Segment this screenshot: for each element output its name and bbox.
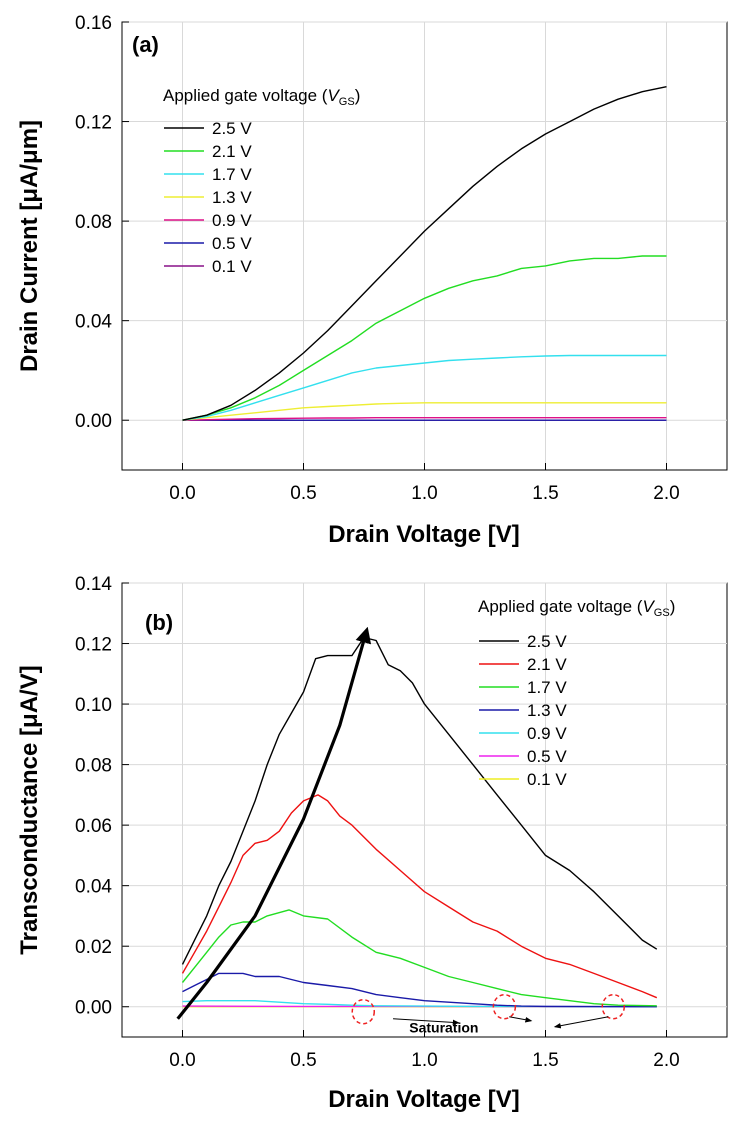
panel-label-b: (b): [145, 610, 173, 635]
y-tick-label-b: 0.08: [75, 756, 112, 777]
legend-a: Applied gate voltage (VGS) 2.5 V 2.1 V 1.7…: [163, 86, 360, 276]
legend-title-a: Applied gate voltage (VGS): [163, 86, 360, 108]
series-line-21V-a: [182, 255, 667, 421]
series-line-25V-a: [182, 86, 667, 421]
series-line-09V-a: [182, 417, 667, 421]
x-tick-label-b: 0.0: [169, 1050, 195, 1071]
x-tick-label-b: 1.0: [411, 1050, 437, 1071]
legend-label-a: 2.1 V: [212, 142, 252, 161]
y-axis-label-a: Drain Current [μA/μm]: [16, 120, 43, 372]
x-axis-label-a: Drain Voltage [V]: [328, 521, 520, 548]
grid-b: [122, 582, 727, 1037]
x-tick-label-a: 0.0: [169, 483, 195, 504]
y-tick-label-b: 0.14: [75, 574, 112, 595]
legend-label-b: 0.5 V: [527, 747, 567, 766]
saturation-pointer: [509, 1016, 533, 1023]
ticks-a: 0.0 0.5 1.0 1.5 2.0 0.00 0.04 0.08 0.12 0.16: [75, 13, 680, 504]
legend-label-a: 1.3 V: [212, 188, 252, 207]
x-tick-label-a: 1.0: [411, 483, 437, 504]
ticks-b: 0.0 0.5 1.0 1.5 2.0 0.00 0.02 0.04 0.06 0.08 0.10 0…: [75, 574, 680, 1071]
y-tick-label-b: 0.02: [75, 937, 112, 958]
series-line-13V-b: [182, 972, 657, 1008]
y-tick-label-b: 0.06: [75, 816, 112, 837]
saturation-pointer: [553, 1016, 609, 1029]
legend-title-b: Applied gate voltage (VGS): [478, 597, 675, 619]
legend-label-b: 2.1 V: [527, 655, 567, 674]
x-tick-label-a: 0.5: [290, 483, 316, 504]
y-tick-label-b: 0.12: [75, 635, 112, 656]
legend-label-a: 0.5 V: [212, 234, 252, 253]
saturation-pointer: [393, 1018, 460, 1026]
x-tick-label-b: 2.0: [653, 1050, 679, 1071]
legend-label-a: 0.1 V: [212, 257, 252, 276]
series-line-17V-a: [182, 354, 667, 421]
legend-label-b: 0.1 V: [527, 770, 567, 789]
y-tick-label-a: 0.12: [75, 113, 112, 134]
y-tick-label-a: 0.16: [75, 13, 112, 34]
legend-label-a: 2.5 V: [212, 119, 252, 138]
x-tick-label-a: 2.0: [653, 483, 679, 504]
y-axis-label-b: Transconductance [μA/V]: [16, 665, 43, 954]
series-lines-b: [181, 636, 658, 1008]
x-axis-label-b: Drain Voltage [V]: [328, 1086, 520, 1113]
legend-label-a: 1.7 V: [212, 165, 252, 184]
legend-label-b: 1.3 V: [527, 701, 567, 720]
legend-label-b: 0.9 V: [527, 724, 567, 743]
y-tick-label-b: 0.04: [75, 877, 112, 898]
y-tick-label-a: 0.08: [75, 212, 112, 233]
saturation-circle: [492, 993, 517, 1020]
legend-b: Applied gate voltage (VGS) 2.5 V 2.1 V 1.7…: [478, 597, 675, 789]
annotations-b: Saturation: [176, 626, 626, 1036]
legend-label-b: 2.5 V: [527, 632, 567, 651]
legend-label-b: 1.7 V: [527, 678, 567, 697]
x-tick-label-b: 1.5: [532, 1050, 558, 1071]
series-lines-a: [182, 86, 667, 421]
chart-a: 0.0 0.5 1.0 1.5 2.00.000.040.080.120.16 (a) …: [16, 13, 728, 548]
saturation-label: Saturation: [409, 1020, 478, 1036]
chart-b: 0.0 0.5 1.0 1.5 2.0 0.00 0.02 0.04 0.06 0.08 0.10 0…: [16, 574, 728, 1113]
series-line-21V-b: [181, 794, 658, 999]
series-line-13V-a: [182, 402, 667, 421]
x-tick-label-a: 1.5: [532, 483, 558, 504]
series-line-09V-b: [182, 1000, 657, 1008]
y-tick-label-b: 0.00: [75, 998, 112, 1019]
legend-label-a: 0.9 V: [212, 211, 252, 230]
saturation-circle: [351, 998, 376, 1025]
y-tick-label-a: 0.00: [75, 411, 112, 432]
series-line-17V-b: [181, 909, 657, 1007]
panel-label-a: (a): [132, 32, 159, 57]
trend-arrow: [176, 626, 372, 1020]
saturation-circle: [601, 993, 626, 1020]
x-tick-label-b: 0.5: [290, 1050, 316, 1071]
y-tick-label-b: 0.10: [75, 695, 112, 716]
y-tick-label-a: 0.04: [75, 312, 112, 333]
grid-a: [122, 21, 727, 470]
